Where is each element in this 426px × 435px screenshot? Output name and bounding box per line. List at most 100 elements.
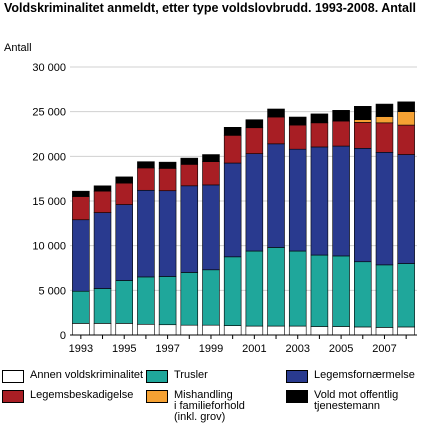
y-tick-label: 25 000: [32, 107, 66, 119]
bar-segment: [115, 280, 133, 324]
x-tick-label: 1997: [155, 343, 179, 355]
bar-segment: [223, 162, 242, 258]
bar-segment: [288, 250, 307, 327]
x-tick-label: 2007: [372, 343, 396, 355]
bar-segment: [72, 196, 90, 221]
legend-item-vold-tjenestemann: Vold mot offentlig tjenestemann: [286, 390, 398, 412]
bar-segment: [158, 190, 177, 277]
legend-swatch-annen: [2, 370, 24, 383]
bar-segment: [180, 272, 199, 326]
x-tick-label: 2001: [242, 343, 266, 355]
y-tick-label: 0: [60, 330, 66, 342]
bar-segment: [310, 122, 329, 148]
bar-segment: [354, 326, 372, 336]
bar-segment: [310, 326, 329, 336]
bar-segment: [158, 161, 177, 169]
bar-segment: [397, 154, 415, 264]
bar-segment: [310, 113, 329, 124]
legend-label-vold-tjenestemann: Vold mot offentlig tjenestemann: [314, 389, 399, 412]
chart-plot: Antall 0 5 000 10 000 15 000 20 000 25 000 30 0…: [4, 42, 417, 355]
legend-label-trusler: Trusler: [174, 369, 208, 381]
bar-segment: [223, 325, 242, 336]
legend-swatch-vold-tjenestemann: [286, 390, 308, 403]
bar-segment: [288, 124, 307, 150]
bar-segment: [375, 116, 394, 124]
bar-segment: [332, 120, 350, 147]
bar-segment: [375, 327, 394, 336]
bar-segment: [137, 323, 155, 336]
bar-segment: [245, 127, 264, 154]
bar-segment: [93, 323, 112, 336]
bar-segment: [158, 324, 177, 336]
bar-segment: [202, 184, 220, 271]
bar-segment: [72, 323, 90, 336]
bar-segment: [180, 164, 199, 187]
y-axis-label: Antall: [4, 42, 32, 54]
bar-segment: [267, 143, 285, 248]
bar-segment: [93, 212, 112, 289]
bar-segment: [158, 168, 177, 192]
bar-segment: [375, 103, 394, 117]
y-tick-label: 5 000: [38, 285, 66, 297]
legend: Annen voldskriminalitet Trusler Legemsfo…: [0, 370, 426, 430]
bar-segment: [223, 127, 242, 136]
legend-swatch-legemsbeskadigelse: [2, 390, 24, 403]
bar-segment: [288, 148, 307, 252]
legend-item-legemsfornaermelse: Legemsfornærmelse: [286, 370, 415, 383]
bar-segment: [288, 116, 307, 126]
bar-segment: [137, 276, 155, 325]
bar-segment: [245, 250, 264, 327]
x-tick-label: 1999: [199, 343, 223, 355]
bar-segment: [354, 106, 372, 121]
legend-label-mishandling: Mishandling i familieforhold (inkl. grov…: [174, 389, 245, 423]
bar-segment: [267, 108, 285, 118]
x-tick-label: 2003: [285, 343, 309, 355]
legend-item-legemsbeskadigelse: Legemsbeskadigelse: [2, 390, 133, 403]
bar-segment: [115, 204, 133, 281]
x-tick-label: 1993: [69, 343, 93, 355]
legend-label-legemsfornaermelse: Legemsfornærmelse: [314, 369, 415, 381]
bar-segment: [288, 325, 307, 336]
bar-segment: [115, 176, 133, 184]
bar-segment: [267, 116, 285, 145]
bar-segment: [267, 325, 285, 336]
bar-segment: [354, 147, 372, 263]
bar-segment: [397, 263, 415, 328]
bar-segment: [93, 185, 112, 192]
bar-segment: [115, 323, 133, 336]
bar-segment: [202, 154, 220, 163]
y-tick-label: 10 000: [32, 241, 66, 253]
bar-segment: [354, 122, 372, 149]
bar-segment: [245, 325, 264, 336]
bar-segment: [310, 254, 329, 327]
bar-segment: [93, 288, 112, 324]
bar-segment: [332, 255, 350, 327]
x-tick-label: 2005: [329, 343, 353, 355]
bar-segment: [93, 190, 112, 213]
bar-segment: [375, 152, 394, 266]
bar-segment: [397, 326, 415, 336]
x-tick-label: 1995: [112, 343, 136, 355]
y-tick-label: 20 000: [32, 151, 66, 163]
bar-segment: [397, 111, 415, 126]
bar-segment: [245, 119, 264, 129]
bar-segment: [137, 189, 155, 278]
bar-segment: [310, 146, 329, 256]
bar-segment: [332, 326, 350, 336]
bar-segment: [223, 256, 242, 326]
bar-segment: [180, 185, 199, 273]
legend-item-mishandling: Mishandling i familieforhold (inkl. grov…: [146, 390, 245, 423]
y-tick-label: 15 000: [32, 196, 66, 208]
chart-title: Voldskriminalitet anmeldt, etter type vo…: [4, 1, 416, 15]
legend-label-annen: Annen voldskriminalitet: [30, 369, 144, 381]
bar-segment: [72, 219, 90, 292]
bar-segment: [72, 190, 90, 197]
bar-segment: [375, 264, 394, 328]
bar-segment: [267, 247, 285, 327]
bar-segment: [245, 153, 264, 252]
legend-label-legemsbeskadigelse: Legemsbeskadigelse: [30, 389, 134, 401]
legend-swatch-legemsfornaermelse: [286, 370, 308, 383]
bar-segment: [354, 119, 372, 123]
bar-segment: [137, 161, 155, 169]
bar-segment: [158, 276, 177, 326]
